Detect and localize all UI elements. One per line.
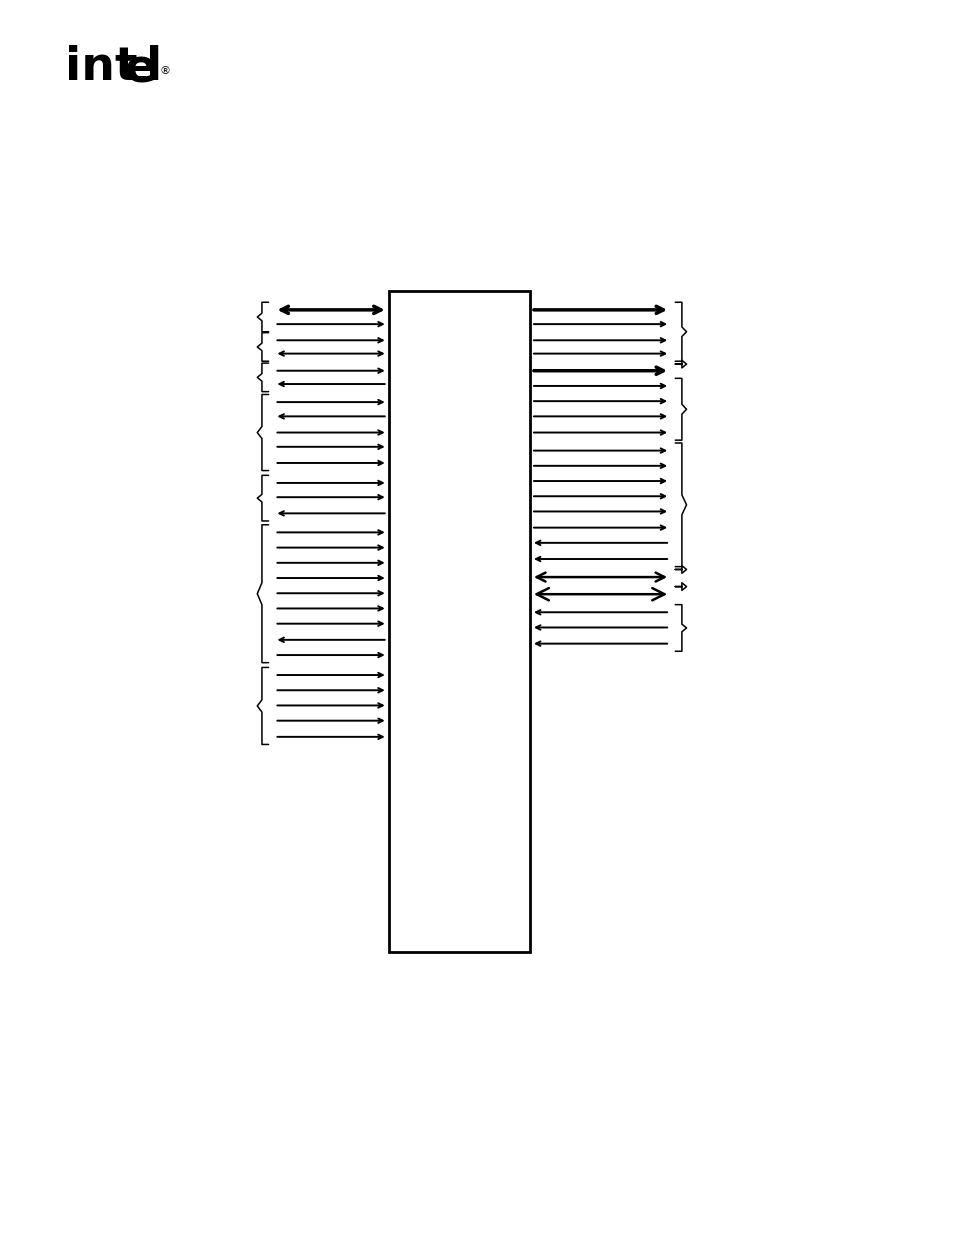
Bar [389,291,529,952]
Text: e: e [125,48,157,93]
Text: int: int [65,46,137,90]
Text: l: l [146,46,162,90]
Text: ®: ® [159,67,171,77]
